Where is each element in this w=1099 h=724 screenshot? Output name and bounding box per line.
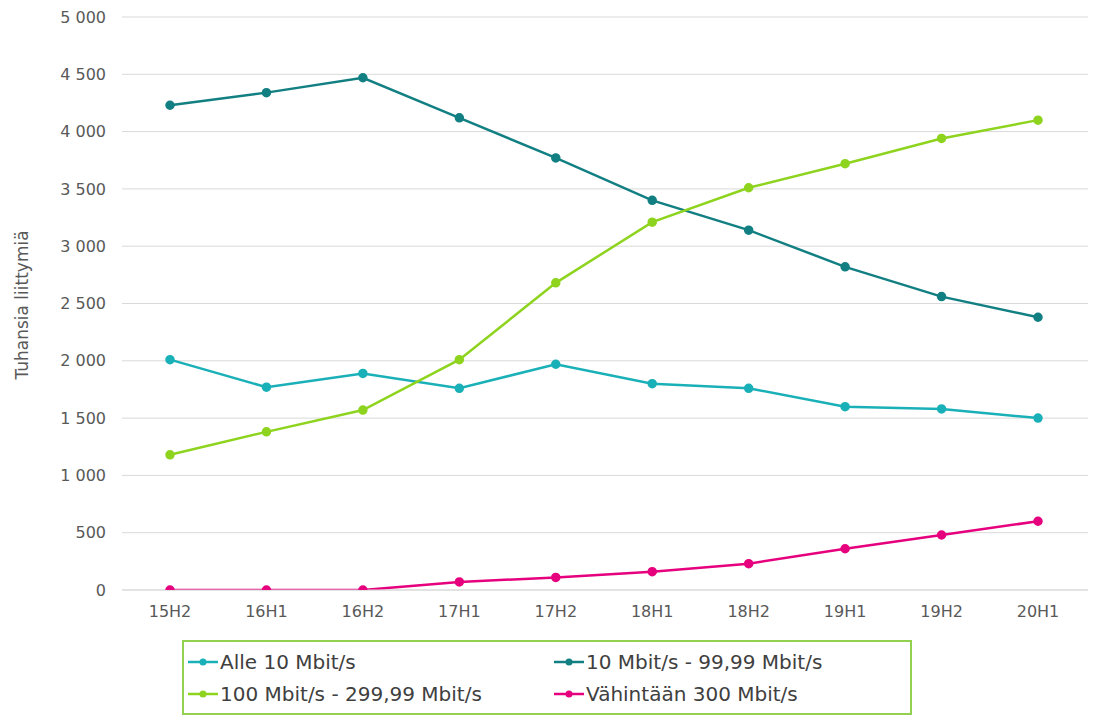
html-text:Vähintään 300 Mbit/s: Vähintään 300 Mbit/s — [586, 681, 798, 706]
svg-text:1 500: 1 500 — [60, 409, 106, 428]
svg-text:500: 500 — [75, 523, 106, 542]
svg-text:17H2: 17H2 — [534, 602, 577, 621]
svg-text:1 000: 1 000 — [60, 466, 106, 485]
svg-text:16H2: 16H2 — [342, 602, 385, 621]
svg-text:3 000: 3 000 — [60, 237, 106, 256]
svg-text:4 500: 4 500 — [60, 65, 106, 84]
svg-text:3 500: 3 500 — [60, 180, 106, 199]
svg-text:18H1: 18H1 — [631, 602, 674, 621]
svg-text:0: 0 — [96, 581, 106, 600]
svg-text:4 000: 4 000 — [60, 122, 106, 141]
svg-text:19H1: 19H1 — [824, 602, 867, 621]
svg-text:20H1: 20H1 — [1017, 602, 1060, 621]
svg-text:2 500: 2 500 — [60, 294, 106, 313]
html-text:Tuhansia liittymiä: Tuhansia liittymiä — [12, 230, 32, 380]
html-text:10 Mbit/s - 99,99 Mbit/s: 10 Mbit/s - 99,99 Mbit/s — [586, 649, 823, 674]
svg-text:18H2: 18H2 — [727, 602, 770, 621]
html-text:100 Mbit/s - 299,99 Mbit/s: 100 Mbit/s - 299,99 Mbit/s — [220, 681, 482, 706]
svg-text:5 000: 5 000 — [60, 8, 106, 27]
svg-text:15H2: 15H2 — [149, 602, 192, 621]
svg-text:19H2: 19H2 — [920, 602, 963, 621]
svg-text:17H1: 17H1 — [438, 602, 481, 621]
svg-text:16H1: 16H1 — [245, 602, 288, 621]
svg-text:2 000: 2 000 — [60, 351, 106, 370]
html-text:Alle 10 Mbit/s: Alle 10 Mbit/s — [220, 649, 356, 674]
